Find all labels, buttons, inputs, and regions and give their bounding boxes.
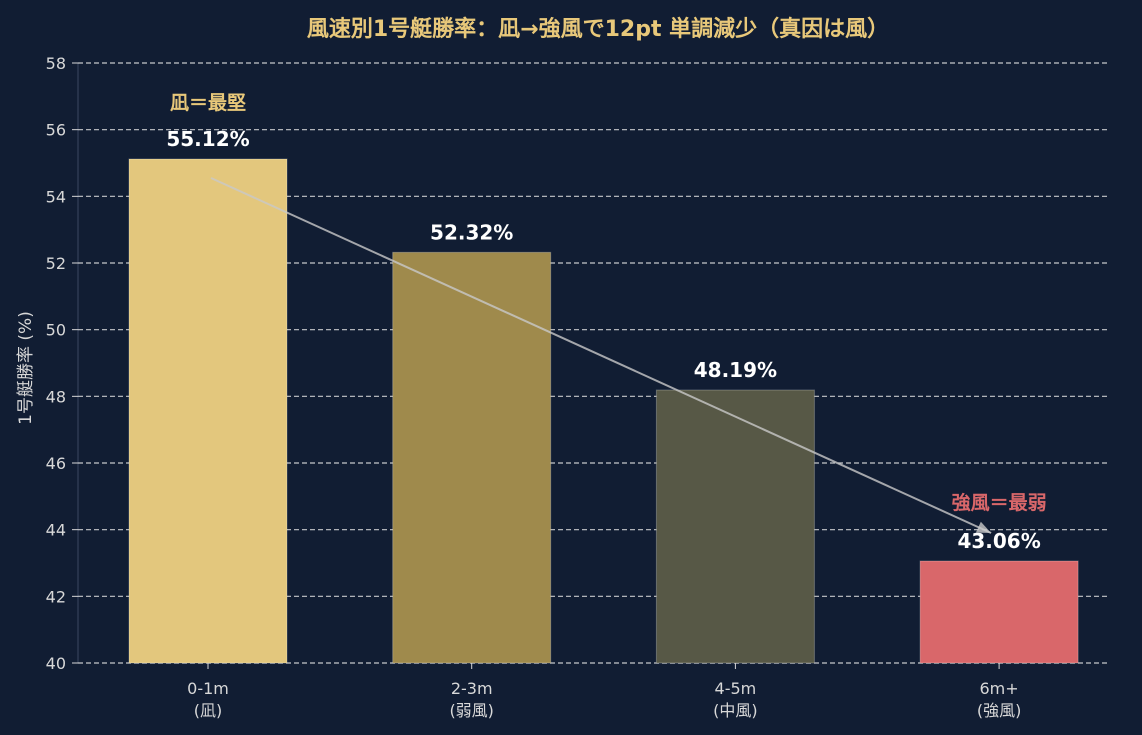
y-tick-label: 58 (46, 54, 66, 73)
bar-4-5m (655, 389, 815, 664)
annotation-label: 凪＝最堅 (170, 92, 246, 114)
y-tick-label: 52 (46, 254, 66, 273)
value-label: 55.12% (166, 127, 249, 151)
x-tick-label: 2-3m (451, 679, 493, 698)
bar-6m+ (919, 560, 1079, 664)
x-tick-sublabel: (凪) (194, 701, 223, 720)
y-tick-label: 44 (46, 521, 66, 540)
chart-title: 風速別1号艇勝率：凪→強風で12pt 単調減少（真因は風） (307, 16, 889, 42)
y-tick-label: 40 (46, 654, 66, 673)
x-tick-sublabel: (強風) (977, 701, 1022, 720)
annotation-label: 強風＝最弱 (952, 492, 1047, 514)
x-tick-label: 6m+ (980, 679, 1019, 698)
y-tick-label: 50 (46, 321, 66, 340)
value-label: 48.19% (694, 358, 777, 382)
trend-arrow (210, 177, 992, 534)
y-axis-label: 1号艇勝率 (%) (16, 311, 36, 425)
y-tick-label: 56 (46, 121, 66, 140)
bar-0-1m (128, 158, 288, 664)
bars (128, 158, 1079, 664)
value-label: 52.32% (430, 220, 513, 244)
x-tick-sublabel: (弱風) (449, 701, 494, 720)
value-label: 43.06% (957, 529, 1040, 553)
x-tick-sublabel: (中風) (713, 701, 758, 720)
y-tick-label: 54 (46, 187, 66, 206)
x-tick-label: 0-1m (187, 679, 229, 698)
trend-line (210, 177, 992, 534)
bar-2-3m (392, 251, 552, 664)
y-tick-label: 48 (46, 387, 66, 406)
y-tick-label: 42 (46, 587, 66, 606)
axis-ticks: 40 42 44 46 48 50 52 54 56 58 0-1m (凪) 2-3m (弱風) 4-5m (… (46, 54, 1022, 720)
trend-arrowhead (975, 521, 992, 533)
x-tick-label: 4-5m (715, 679, 757, 698)
y-tick-label: 46 (46, 454, 66, 473)
